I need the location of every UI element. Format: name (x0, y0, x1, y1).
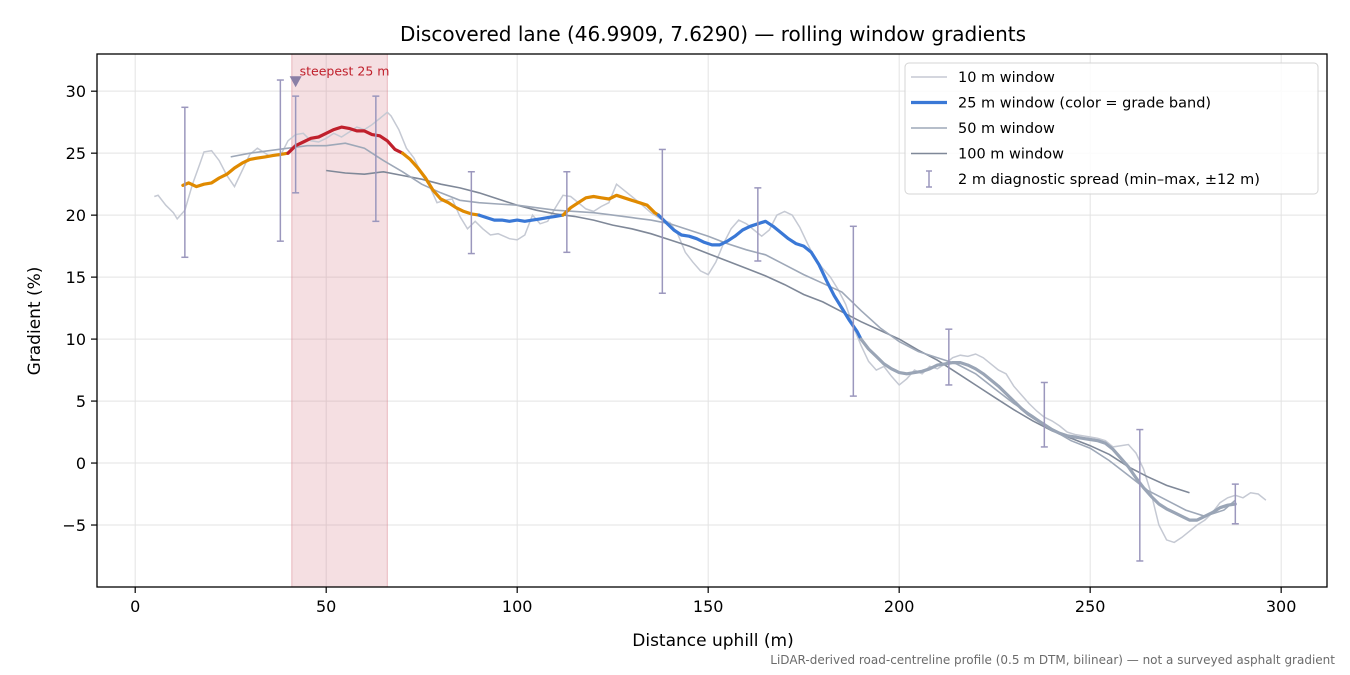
legend: 10 m window 25 m window (color = grade ba… (904, 62, 1319, 195)
error-bar (754, 187, 762, 262)
series-25m-segment-easy (656, 213, 863, 341)
series-group (154, 79, 1267, 562)
series-25m-segment-moderate (181, 151, 290, 189)
error-bar (849, 225, 857, 397)
legend-label: 25 m window (color = grade band) (958, 96, 1211, 112)
error-bar (658, 148, 666, 294)
legend-label: 100 m window (958, 147, 1064, 163)
x-tick-label: 150 (693, 597, 724, 616)
x-axis-label: Distance uphill (m) (632, 631, 793, 651)
y-tick-label: 5 (76, 392, 86, 411)
steepest-highlight-band (291, 53, 388, 588)
steepest-marker (289, 76, 302, 88)
footnote: LiDAR-derived road-centreline profile (0… (770, 653, 1335, 667)
y-tick-label: 30 (66, 82, 86, 101)
x-tick-label: 100 (502, 597, 533, 616)
y-tick-label: 25 (66, 144, 86, 163)
y-tick-label: 15 (66, 268, 86, 287)
plot-frame (96, 53, 1328, 588)
series-100m-line (326, 169, 1190, 494)
x-tick-label: 0 (130, 597, 140, 616)
x-tick-label: 250 (1075, 597, 1106, 616)
legend-label: 2 m diagnostic spread (min–max, ±12 m) (958, 172, 1260, 188)
steepest-label: steepest 25 m (300, 63, 390, 78)
error-bar (276, 79, 284, 242)
error-bar (467, 171, 475, 255)
legend-label: 10 m window (958, 70, 1055, 86)
series-25m-segment-moderate (401, 151, 481, 217)
error-bar (945, 328, 953, 386)
series-50m-line (230, 142, 1236, 518)
series-25m-segment-easy (477, 213, 565, 223)
y-tick-label: −5 (62, 516, 86, 535)
chart-title: Discovered lane (46.9909, 7.6290) — roll… (400, 22, 1026, 46)
plot-area: steepest 25 m 0 50 100 150 200 250 300 −5 0 5 10 15 2… (62, 53, 1328, 616)
series-25m-segment-steep (286, 125, 405, 155)
legend-box (904, 62, 1319, 195)
series-25m-segment-low (859, 337, 1237, 522)
error-bar (1040, 381, 1048, 448)
error-bar (563, 171, 571, 254)
legend-label: 50 m window (958, 121, 1055, 137)
error-bar (1231, 483, 1239, 525)
y-tick-label: 10 (66, 330, 86, 349)
error-bar (1136, 428, 1144, 562)
series-10m-line (154, 111, 1267, 544)
x-tick-label: 300 (1266, 597, 1297, 616)
y-tick-label: 20 (66, 206, 86, 225)
error-bar (292, 95, 300, 194)
x-tick-label: 50 (316, 597, 336, 616)
x-tick-label: 200 (884, 597, 915, 616)
error-bar (372, 95, 380, 223)
error-bar (181, 106, 189, 259)
series-25m-segment-moderate (561, 193, 661, 217)
y-tick-label: 0 (76, 454, 86, 473)
y-axis-label: Gradient (%) (25, 267, 45, 376)
